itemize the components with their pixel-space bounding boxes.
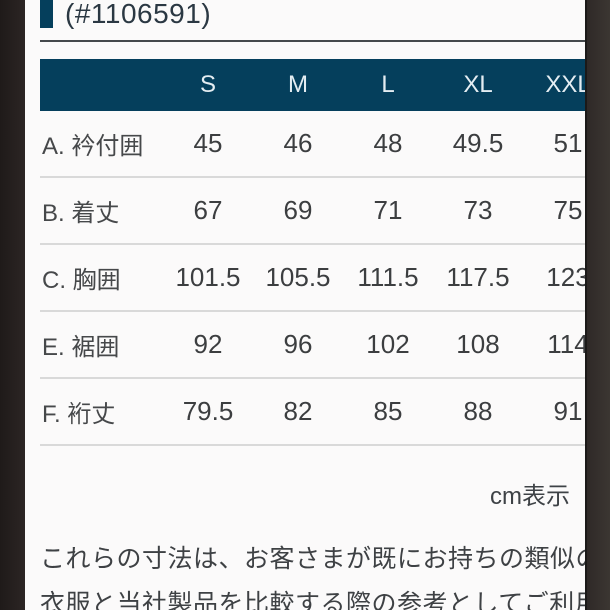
cell-value: 73 [433,177,523,245]
column-header-xxl: XXL [523,59,585,111]
section-heading: (#1106591) [25,0,585,38]
cell-value: 71 [343,177,433,245]
table-row-collar: A. 衿付囲 45 46 48 49.5 51 [40,111,585,178]
product-code: (#1106591) [65,0,212,29]
table-row-hem: E. 裾囲 92 96 102 108 114 [40,311,585,379]
description-line: 衣服と当社製品を比較する際の参考としてご利用 [40,590,585,610]
cell-value: 117.5 [433,244,523,312]
column-header-xl: XL [433,59,523,111]
table-row-body-length: B. 着丈 67 69 71 73 75 [40,177,585,245]
description: これらの寸法は、お客さまが既にお持ちの類似の 衣服と当社製品を比較する際の参考と… [40,537,585,610]
heading-accent-bar [40,0,53,28]
cell-value: 96 [253,311,343,379]
cell-value: 48 [343,111,433,178]
row-label: C. 胸囲 [40,244,163,312]
cell-value: 45 [163,111,253,178]
unit-note: cm表示 [490,483,570,510]
size-table-header-row: S M L XL XXL [40,59,585,111]
cell-value: 46 [253,111,343,178]
table-row-sleeve: F. 裄丈 79.5 82 85 88 91 [40,378,585,446]
column-header-m: M [253,59,343,111]
cell-value: 75 [523,177,585,245]
row-label: B. 着丈 [40,177,163,245]
row-label: E. 裾囲 [40,311,163,379]
heading-divider [40,40,585,42]
cell-value: 91 [523,378,585,446]
cell-value: 69 [253,177,343,245]
cell-value: 102 [343,311,433,379]
row-label: F. 裄丈 [40,378,163,446]
cell-value: 88 [433,378,523,446]
size-table-corner-cell [40,59,163,111]
cell-value: 111.5 [343,244,433,312]
cell-value: 92 [163,311,253,379]
cell-value: 114 [523,311,585,379]
cell-value: 101.5 [163,244,253,312]
cell-value: 51 [523,111,585,178]
cell-value: 123 [523,244,585,312]
cell-value: 82 [253,378,343,446]
cell-value: 67 [163,177,253,245]
size-table: S M L XL XXL A. 衿付囲 45 46 48 49.5 51 B. [40,59,585,446]
cell-value: 105.5 [253,244,343,312]
cell-value: 49.5 [433,111,523,178]
cell-value: 108 [433,311,523,379]
column-header-s: S [163,59,253,111]
size-chart-panel: (#1106591) S M L XL XXL A. 衿付囲 [25,0,585,610]
cell-value: 85 [343,378,433,446]
description-line: これらの寸法は、お客さまが既にお持ちの類似の [40,545,585,573]
row-label: A. 衿付囲 [40,111,163,178]
column-header-l: L [343,59,433,111]
table-row-chest: C. 胸囲 101.5 105.5 111.5 117.5 123 [40,244,585,312]
cell-value: 79.5 [163,378,253,446]
